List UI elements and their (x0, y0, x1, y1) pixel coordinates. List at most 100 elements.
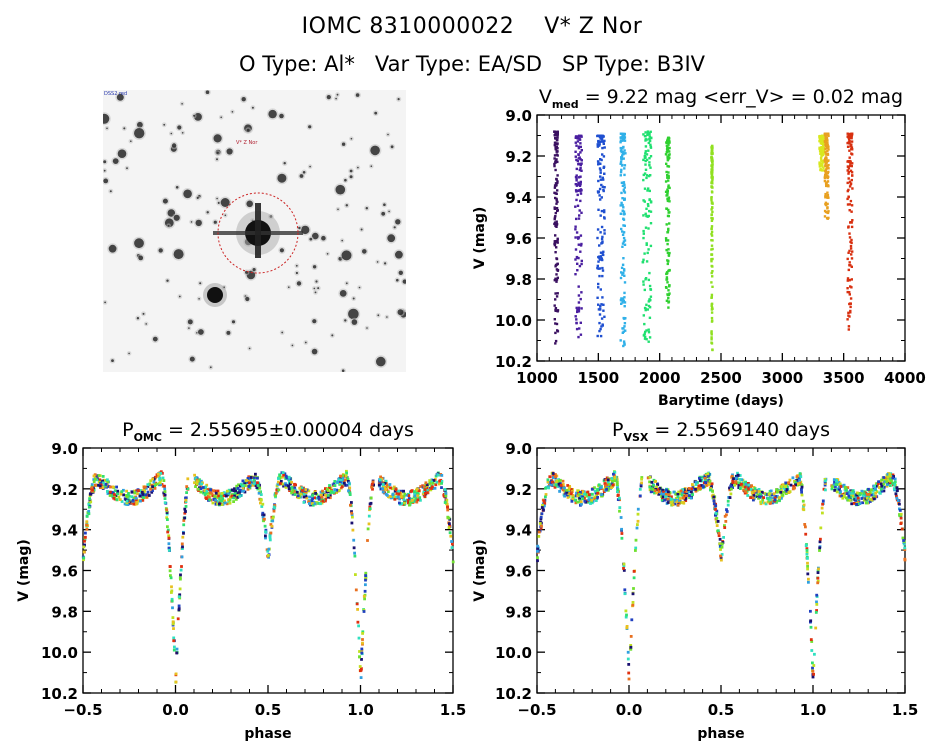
data-point (667, 493, 671, 497)
data-point (827, 210, 830, 213)
data-point (335, 488, 339, 492)
data-point (574, 205, 577, 208)
data-point (217, 494, 221, 498)
data-point (604, 478, 608, 482)
data-point (685, 489, 688, 493)
data-point (198, 480, 202, 483)
data-point (406, 498, 410, 502)
star (341, 239, 343, 242)
data-point (131, 498, 135, 502)
data-point (631, 601, 635, 604)
data-point (851, 174, 854, 177)
data-point (238, 490, 241, 494)
data-point (679, 489, 683, 493)
data-point (407, 501, 410, 505)
data-point (623, 291, 626, 295)
data-point (428, 479, 432, 482)
data-point (775, 499, 779, 503)
data-point (704, 481, 707, 484)
data-point (182, 519, 186, 522)
data-point (720, 542, 724, 546)
data-point (364, 571, 368, 575)
data-point (88, 497, 91, 500)
data-point (806, 567, 809, 571)
data-point (577, 183, 580, 186)
data-point (579, 491, 582, 494)
data-point (622, 157, 625, 160)
data-point (600, 225, 604, 229)
data-point (553, 217, 556, 221)
data-point (623, 296, 626, 299)
data-point (666, 174, 669, 177)
data-point (434, 474, 438, 478)
data-point (885, 484, 889, 488)
data-point (90, 486, 94, 489)
data-point (643, 156, 647, 159)
data-point (710, 227, 713, 230)
data-point (596, 145, 599, 148)
data-point (328, 486, 331, 490)
sky-target-label: V* Z Nor (236, 140, 258, 146)
data-point (580, 259, 583, 263)
star (350, 137, 353, 140)
data-point (623, 173, 626, 177)
data-point (563, 494, 566, 498)
data-point (850, 238, 853, 242)
data-point (169, 576, 173, 580)
data-point (217, 492, 221, 495)
data-point (832, 483, 836, 487)
star (341, 142, 346, 146)
star (199, 282, 202, 285)
data-point (647, 248, 650, 251)
data-point (618, 509, 621, 513)
data-point (645, 207, 648, 210)
data-point (644, 335, 647, 339)
data-point (594, 499, 598, 502)
data-point (590, 500, 593, 503)
data-point (92, 480, 96, 484)
data-point (744, 488, 748, 492)
star (103, 169, 106, 172)
data-point (780, 487, 783, 491)
data-point (223, 501, 227, 505)
data-point (307, 500, 310, 504)
data-point (665, 170, 668, 174)
data-point (556, 269, 559, 272)
data-point (767, 493, 771, 496)
data-point (389, 495, 392, 498)
data-point (624, 615, 628, 619)
data-point (389, 496, 393, 500)
data-point (849, 244, 853, 248)
data-point (813, 652, 816, 656)
y-axis-label: V (mag) (16, 539, 32, 602)
data-point (232, 489, 236, 493)
data-point (266, 549, 270, 553)
data-point (847, 325, 851, 328)
data-point (598, 257, 601, 260)
data-point (554, 240, 557, 243)
data-point (849, 247, 853, 250)
data-point (245, 481, 249, 484)
data-point (577, 157, 580, 160)
data-point (848, 236, 852, 239)
data-point (122, 488, 125, 492)
data-point (710, 199, 713, 202)
data-point (818, 161, 821, 164)
data-point (272, 509, 276, 513)
data-point (690, 490, 693, 494)
data-point (882, 476, 886, 479)
data-point (719, 548, 722, 551)
data-point (599, 171, 602, 174)
data-point (667, 248, 670, 251)
data-point (271, 516, 275, 520)
data-point (818, 139, 821, 143)
data-point (586, 494, 589, 498)
data-point (880, 484, 884, 488)
data-point (845, 488, 848, 491)
data-point (650, 480, 654, 484)
data-point (804, 544, 808, 547)
data-point (355, 602, 359, 606)
data-point (106, 492, 110, 495)
data-point (597, 208, 600, 211)
data-point (580, 162, 583, 165)
